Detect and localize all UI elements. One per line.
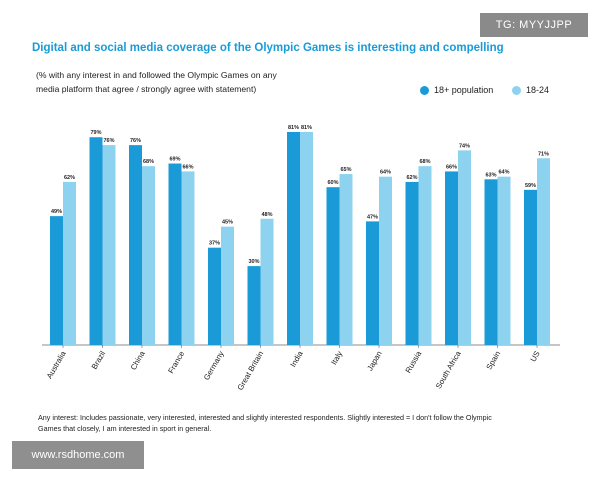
data-label: 81%: [301, 125, 312, 131]
data-label: 45%: [222, 220, 233, 226]
x-tick-label: Australia: [45, 349, 68, 380]
chart-subtitle-line-1: (% with any interest in and followed the…: [36, 70, 277, 80]
bar-18plus: [208, 247, 221, 345]
data-label: 76%: [103, 138, 114, 144]
data-label: 59%: [525, 183, 536, 189]
bar-18plus: [326, 187, 340, 345]
bar-18plus: [287, 131, 300, 345]
data-label: 74%: [459, 143, 470, 149]
bar-18-24: [260, 218, 274, 345]
bar-18-24: [537, 158, 550, 345]
data-label: 64%: [380, 170, 391, 176]
footnote-line-2: Games that closely, I am interested in s…: [38, 424, 212, 433]
chart-subtitle-line-2: media platform that agree / strongly agr…: [36, 84, 257, 94]
data-label: 62%: [64, 175, 75, 181]
x-tick-label: Brazil: [90, 349, 108, 371]
data-label: 68%: [419, 159, 430, 165]
bar-18plus: [89, 137, 103, 345]
bar-18-24: [142, 166, 155, 345]
data-label: 65%: [340, 167, 351, 173]
data-label: 64%: [498, 170, 509, 176]
data-label: 81%: [288, 125, 299, 131]
data-label: 62%: [406, 175, 417, 181]
x-tick-label: US: [529, 350, 542, 364]
bar-18-24: [102, 145, 116, 345]
bar-18-24: [300, 131, 313, 345]
bar-18-24: [379, 176, 392, 345]
bar-18plus: [366, 221, 379, 345]
bar-18-24: [221, 226, 234, 345]
bar-18-24: [339, 174, 353, 345]
bar-18plus: [168, 163, 182, 345]
x-tick-label: France: [166, 350, 186, 376]
data-label: 68%: [143, 159, 154, 165]
data-label: 30%: [248, 259, 259, 265]
data-label: 60%: [327, 180, 338, 186]
x-tick-label: China: [129, 349, 147, 372]
x-tick-label: India: [288, 349, 305, 369]
bar-18plus: [247, 266, 261, 345]
data-label: 66%: [182, 164, 193, 170]
x-tick-label: Italy: [329, 349, 344, 366]
data-label: 71%: [538, 151, 549, 157]
bar-18plus: [129, 145, 142, 345]
bar-18-24: [458, 150, 471, 345]
watermark-tg: TG: MYYJJPP: [480, 13, 588, 37]
x-tick-label: Great Britain: [236, 350, 266, 392]
watermark-site: www.rsdhome.com: [12, 441, 144, 469]
bar-18plus: [524, 189, 537, 345]
legend-swatch-18-24: [512, 86, 521, 95]
x-tick-label: South Africa: [434, 349, 463, 390]
bar-18-24: [497, 176, 511, 345]
x-tick-label: Spain: [484, 350, 502, 372]
data-label: 49%: [51, 209, 62, 215]
chart-title: Digital and social media coverage of the…: [32, 42, 504, 54]
footnote-line-1: Any interest: Includes passionate, very …: [38, 413, 492, 422]
data-label: 66%: [446, 164, 457, 170]
bar-18-24: [181, 171, 195, 345]
bar-18plus: [445, 171, 458, 345]
data-label: 47%: [367, 214, 378, 220]
x-tick-label: Russia: [404, 349, 424, 375]
legend-label-18-24: 18-24: [526, 85, 550, 95]
bar-18plus: [484, 179, 498, 345]
legend-swatch-18plus: [420, 86, 429, 95]
x-tick-label: Japan: [365, 350, 383, 373]
bar-18plus: [50, 216, 63, 345]
bar-18-24: [418, 166, 432, 345]
data-label: 69%: [169, 157, 180, 163]
data-label: 79%: [90, 130, 101, 136]
x-tick-label: Germany: [202, 349, 226, 381]
bar-18plus: [405, 181, 419, 345]
data-label: 48%: [261, 212, 272, 218]
data-label: 37%: [209, 241, 220, 247]
bar-18-24: [63, 181, 76, 345]
data-label: 76%: [130, 138, 141, 144]
legend-label-18plus: 18+ population: [434, 85, 494, 95]
data-label: 63%: [485, 172, 496, 178]
